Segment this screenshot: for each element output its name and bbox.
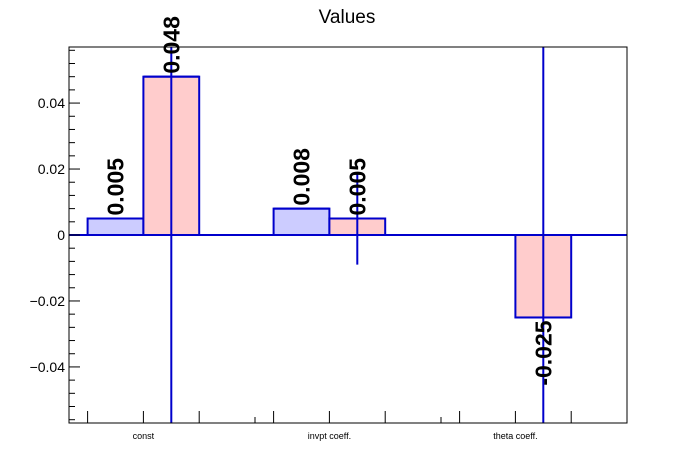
- bar: [86, 217, 145, 237]
- y-tick-label: 0.02: [38, 161, 65, 177]
- category-label: theta coeff.: [493, 431, 537, 441]
- category-label: const: [133, 431, 155, 441]
- category-label: invpt coeff.: [308, 431, 351, 441]
- y-tick-label: −0.04: [30, 359, 66, 375]
- y-tick-label: 0: [57, 227, 65, 243]
- data-label: 0.005: [103, 158, 129, 216]
- y-tick-label: 0.04: [38, 95, 65, 111]
- chart-title: Values: [319, 7, 376, 28]
- data-label: 0.048: [158, 16, 184, 74]
- y-tick-label: −0.02: [30, 293, 66, 309]
- axes-layer: −0.04 −0.02 0 0.02 0.04 const invpt coeff. thet…: [30, 46, 628, 441]
- data-label: 0.008: [289, 148, 315, 206]
- bar: [272, 207, 331, 236]
- data-labels-layer: 0.005 0.008 0.048 0.005 -0.025: [103, 16, 557, 386]
- bars-layer: [86, 75, 573, 319]
- data-label: 0.005: [344, 158, 370, 216]
- data-label: -0.025: [530, 320, 556, 385]
